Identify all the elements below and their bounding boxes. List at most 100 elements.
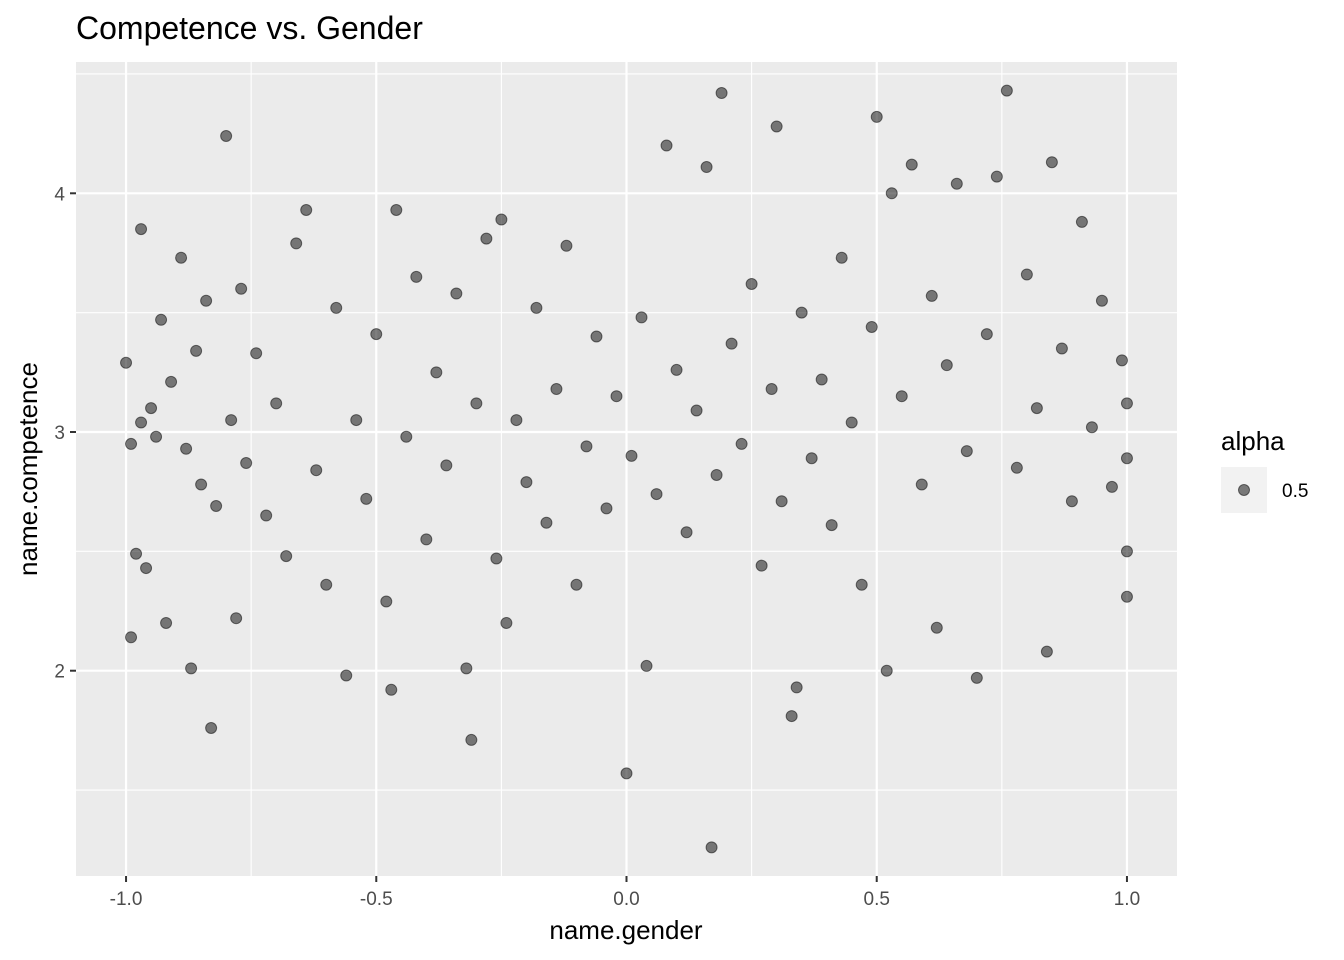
data-point <box>410 270 423 283</box>
data-point <box>690 404 703 417</box>
data-point <box>200 294 213 307</box>
data-point <box>1065 495 1078 508</box>
data-points <box>120 84 1133 854</box>
data-point <box>735 437 748 450</box>
data-point <box>185 662 198 675</box>
x-tick-label: 1.0 <box>1114 889 1140 910</box>
data-point <box>660 139 673 152</box>
data-point <box>650 488 663 501</box>
data-point <box>705 841 718 854</box>
data-point <box>775 495 788 508</box>
data-point <box>610 390 623 403</box>
data-point <box>580 440 593 453</box>
data-point <box>530 301 543 314</box>
data-point <box>855 578 868 591</box>
y-tick-label: 4 <box>54 184 65 205</box>
y-axis: 2 3 4 <box>54 184 76 683</box>
data-point <box>1115 354 1128 367</box>
data-point <box>980 328 993 341</box>
data-point <box>600 502 613 515</box>
data-point <box>835 251 848 264</box>
data-point <box>130 547 143 560</box>
data-point <box>870 110 883 123</box>
x-axis: -1.0 -0.5 0.0 0.5 1.0 <box>110 876 1140 910</box>
data-point <box>280 550 293 563</box>
data-point <box>865 320 878 333</box>
data-point <box>225 414 238 427</box>
data-point <box>480 232 493 245</box>
data-point <box>1040 645 1053 658</box>
data-point <box>125 437 138 450</box>
data-point <box>1000 84 1013 97</box>
data-point <box>320 578 333 591</box>
data-point <box>1120 452 1133 465</box>
data-point <box>380 595 393 608</box>
data-point <box>430 366 443 379</box>
data-point <box>490 552 503 565</box>
data-point <box>175 251 188 264</box>
data-point <box>220 130 233 142</box>
data-point <box>125 631 138 644</box>
data-point <box>450 287 463 300</box>
data-point <box>500 616 513 629</box>
data-point <box>310 464 323 477</box>
data-point <box>340 669 353 682</box>
chart-title: Competence vs. Gender <box>76 10 423 46</box>
data-point <box>510 414 523 427</box>
data-point <box>260 509 273 522</box>
x-tick-label: 0.0 <box>613 889 639 910</box>
data-point <box>590 330 603 343</box>
y-tick-label: 2 <box>54 662 65 683</box>
data-point <box>495 213 508 226</box>
data-point <box>180 442 193 455</box>
data-point <box>370 328 383 341</box>
data-point <box>230 612 243 625</box>
data-point <box>1120 590 1133 603</box>
x-tick-label: 0.5 <box>864 889 890 910</box>
data-point <box>790 681 803 694</box>
data-point <box>745 278 758 290</box>
y-axis-title: name.competence <box>13 362 43 576</box>
data-point <box>360 492 373 505</box>
data-point <box>940 359 953 372</box>
data-point <box>550 383 563 396</box>
data-point <box>915 478 928 491</box>
data-point <box>950 177 963 190</box>
data-point <box>570 578 583 591</box>
data-point <box>785 710 798 723</box>
data-point <box>400 430 413 443</box>
data-point <box>165 375 178 388</box>
data-point <box>465 733 478 746</box>
data-point <box>765 383 778 396</box>
data-point <box>390 204 403 216</box>
data-point <box>930 621 943 634</box>
x-axis-title: name.gender <box>549 915 703 945</box>
data-point <box>770 120 783 133</box>
data-point <box>270 397 283 410</box>
data-point <box>620 767 633 780</box>
data-point <box>1120 545 1133 558</box>
legend-label: 0.5 <box>1282 481 1308 502</box>
legend: alpha 0.5 <box>1221 426 1308 513</box>
data-point <box>1095 294 1108 307</box>
y-tick-label: 3 <box>54 423 65 444</box>
data-point <box>990 170 1003 183</box>
data-point <box>520 476 533 489</box>
data-point <box>1105 480 1118 493</box>
data-point <box>725 337 738 350</box>
data-point <box>1020 268 1033 281</box>
data-point <box>905 158 918 171</box>
data-point <box>135 416 148 429</box>
data-point <box>825 519 838 532</box>
x-tick-label: -1.0 <box>110 889 143 910</box>
data-point <box>300 204 313 216</box>
data-point <box>1120 397 1133 410</box>
data-point <box>460 662 473 675</box>
data-point <box>1055 342 1068 355</box>
data-point <box>670 363 683 376</box>
data-point <box>205 722 218 734</box>
data-point <box>540 516 553 529</box>
data-point <box>795 306 808 319</box>
data-point <box>470 397 483 410</box>
data-point <box>240 457 253 470</box>
